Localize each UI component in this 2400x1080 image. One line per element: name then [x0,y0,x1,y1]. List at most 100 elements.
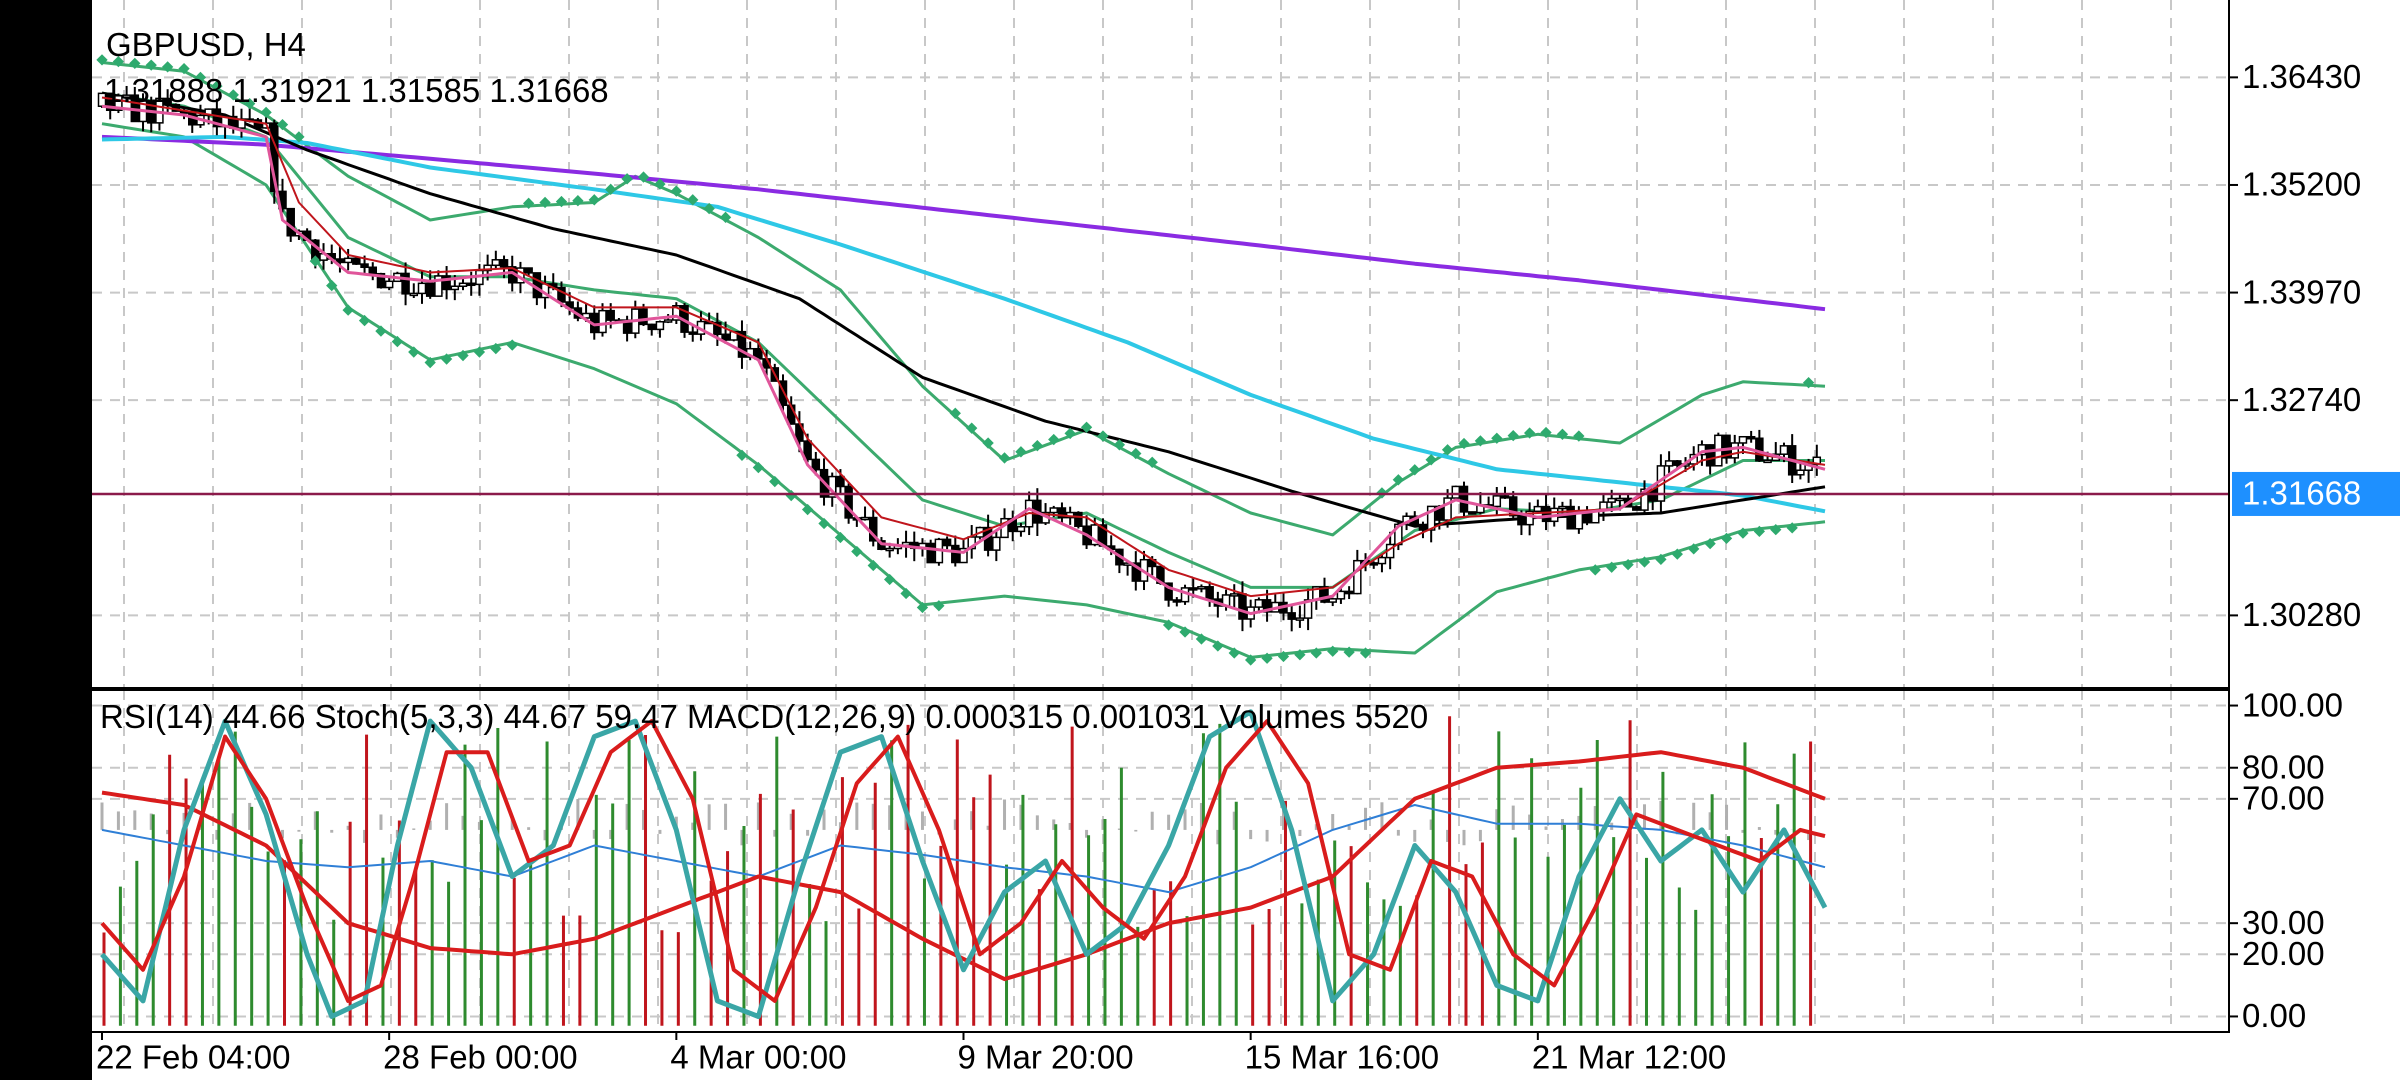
parabolic-sar-dot [1523,427,1536,439]
candle-body [1074,511,1083,527]
candle-body [491,259,501,267]
candle-body [442,275,451,291]
candle-body [483,264,492,272]
parabolic-sar-dot [1622,558,1634,571]
candle-body [417,282,427,295]
indicator-tick-label: 100.00 [2242,686,2343,723]
candle-body [1664,460,1674,467]
parabolic-sar-dot [1737,527,1749,539]
parabolic-sar-dot [506,339,518,351]
candle-body [836,475,845,488]
candle-body [1558,505,1567,510]
parabolic-sar-dot [1409,464,1421,476]
candle-body [450,285,460,291]
parabolic-sar-dot [1770,523,1782,536]
stoch-signal-line [100,719,1826,1003]
candle-body [1459,485,1469,513]
parabolic-sar-dot [375,325,387,337]
parabolic-sar-dot [769,475,781,488]
candle-body [951,544,960,564]
candle-body [713,321,722,336]
parabolic-sar-dot [1228,647,1240,659]
candle-body [1426,505,1436,531]
parabolic-sar-dot [1425,454,1437,466]
parabolic-sar-dot [621,173,633,185]
parabolic-sar-dot [1310,647,1322,659]
parabolic-sar-dot [1556,428,1569,440]
moving-average-pink [101,104,1826,616]
price-tick-label: 1.30280 [2242,596,2361,633]
candle-body [1574,511,1584,530]
parabolic-sar-dot [736,449,748,461]
parabolic-sar-dot [801,503,814,516]
candle-body [1632,506,1641,511]
time-tick-label: 9 Mar 20:00 [958,1039,1134,1076]
candle-body [1287,612,1296,620]
candle-body [1295,617,1305,621]
indicator-tick-label: 20.00 [2242,935,2325,972]
candle-body [499,259,509,268]
parabolic-sar-dot [851,545,863,558]
candle-body [286,207,295,237]
parabolic-sar-dot [1753,525,1766,538]
parabolic-sar-dot [982,437,994,449]
candle-body [721,333,730,341]
parabolic-sar-dot [1212,640,1224,652]
candle-body [1730,442,1739,459]
time-tick-label: 28 Feb 00:00 [383,1039,577,1076]
candle-body [778,380,788,406]
candle-body [992,536,1001,551]
price-axis-bg [2230,0,2400,1080]
candle-body [1205,586,1214,600]
candle-body [1230,593,1239,597]
parabolic-sar-dot [654,178,666,190]
current-price-badge-label: 1.31668 [2242,475,2361,512]
parabolic-sar-dot [1195,633,1208,645]
candle-body [598,309,607,334]
price-tick-label: 1.36430 [2242,58,2361,95]
parabolic-sar-dot [342,304,354,316]
candle-body [1049,507,1059,514]
candle-body [376,272,386,289]
candle-body [1763,459,1772,464]
candle-body [1172,599,1182,603]
candle-body [639,308,648,326]
parabolic-sar-dot [834,531,847,544]
ohlc-readout: 1.31888 1.31921 1.31585 1.31668 [104,72,609,109]
indicator-tick-label: 70.00 [2242,780,2325,817]
parabolic-sar-dot [1491,432,1503,444]
price-tick-label: 1.33970 [2242,273,2361,310]
parabolic-sar-dot [1655,553,1667,566]
candle-body [343,257,353,264]
parabolic-sar-dot [670,185,682,197]
candle-body [1377,556,1387,565]
candle-body [105,92,115,112]
parabolic-sar-dot [1573,430,1585,442]
time-tick-label: 15 Mar 16:00 [1245,1039,1439,1076]
parabolic-sar-dot [1704,537,1716,550]
indicator-tick-label: 0.00 [2242,997,2306,1034]
indicator-tick-label: 30.00 [2242,904,2325,941]
parabolic-sar-dot [933,600,945,612]
candle-body [1443,497,1452,521]
candle-body [1188,587,1198,591]
candle-body [1566,505,1575,530]
candle-body [1344,590,1354,595]
parabolic-sar-dot [1245,654,1257,666]
candle-body [122,94,131,98]
parabolic-sar-dot [1080,421,1093,433]
candle-body [1746,435,1756,440]
candle-body [352,257,361,265]
candle-body [212,108,222,128]
parabolic-sar-dot [1294,649,1306,661]
candle-body [114,95,123,112]
parabolic-sar-dot [1392,474,1405,486]
parabolic-sar-dot [1458,437,1470,450]
parabolic-sar-dot [884,573,896,586]
parabolic-sar-dot [1130,447,1142,460]
parabolic-sar-dot [1261,652,1273,664]
candle-body [1508,496,1518,517]
moving-average-cyan [101,134,1826,514]
